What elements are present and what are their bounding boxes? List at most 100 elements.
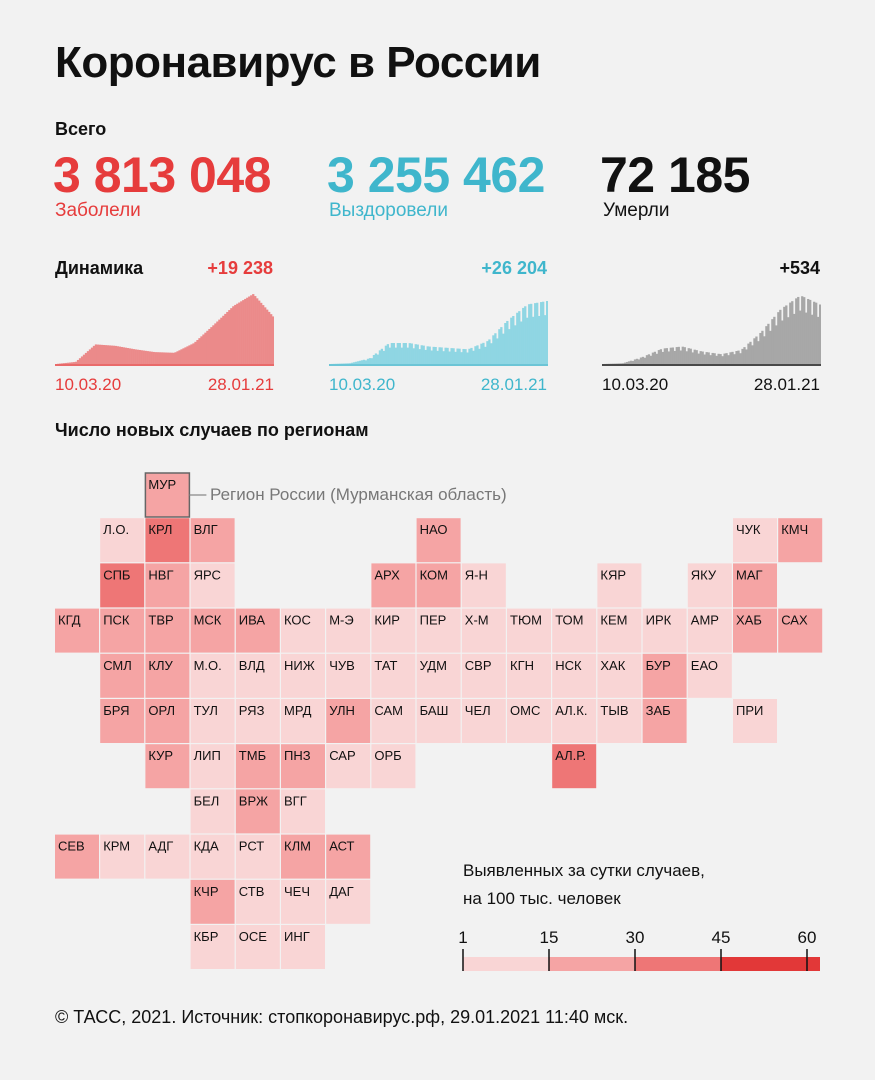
died-spark-bar	[677, 346, 680, 364]
region-tile	[281, 879, 325, 924]
died-spark-bar	[621, 363, 625, 364]
region-code-label: ХАБ	[736, 613, 762, 628]
region-tile	[371, 563, 416, 608]
died-spark-bar	[655, 353, 659, 364]
infected-spark-bar	[180, 349, 183, 364]
region-tile	[190, 518, 235, 563]
recovered-spark-bar	[416, 344, 419, 364]
recovered-spark-bar	[394, 347, 397, 364]
region-code-label: СМЛ	[103, 658, 132, 673]
infected-spark-bar	[192, 343, 195, 364]
infected-spark-bar	[82, 354, 86, 364]
region-tile	[281, 699, 325, 743]
infected-spark-bar	[234, 304, 237, 364]
infected-spark-bar	[224, 313, 227, 364]
infected-label: Заболели	[55, 200, 141, 221]
infected-spark-bar	[176, 351, 179, 364]
legend-tick-label: 1	[458, 928, 467, 947]
region-tile	[281, 608, 325, 653]
region-tile	[687, 608, 732, 653]
infected-spark-bar	[122, 347, 125, 364]
region-tile	[326, 653, 371, 698]
died-spark-bar	[799, 310, 802, 364]
infected-spark-bar	[120, 346, 123, 364]
region-tile	[235, 925, 280, 969]
region-tile	[326, 744, 371, 789]
died-spark-bar	[727, 355, 730, 364]
recovered-spark-bar	[508, 329, 511, 364]
recovered-spark-bar	[388, 347, 392, 364]
died-spark-bar	[761, 330, 764, 364]
recovered-spark-bar	[476, 345, 479, 364]
region-code-label: ЧУВ	[329, 658, 355, 673]
region-tile	[461, 608, 506, 653]
died-spark-bar	[771, 319, 774, 364]
infected-spark-bar	[88, 349, 92, 364]
infected-spark-bar	[206, 330, 209, 364]
region-tile	[687, 563, 732, 608]
died-spark-bar	[757, 341, 760, 364]
region-code-label: ЧУК	[736, 522, 761, 537]
region-code-label: РСТ	[239, 839, 264, 854]
region-code-label: УЛН	[329, 703, 355, 718]
recovered-spark-bar	[506, 320, 509, 364]
region-code-label: НВГ	[148, 567, 173, 582]
region-tile	[552, 608, 597, 653]
infected-spark-bar	[250, 295, 253, 364]
region-code-label: МСК	[194, 613, 222, 628]
region-code-label: КМЧ	[781, 522, 808, 537]
recovered-spark-bar	[356, 361, 360, 364]
died-spark-bar	[769, 330, 772, 364]
region-tile	[145, 699, 190, 743]
region-code-label: ТОМ	[555, 613, 583, 628]
recovered-spark-bar	[368, 358, 372, 364]
infected-spark-bar	[260, 302, 263, 364]
infected-spark-bar	[144, 350, 147, 364]
died-spark-bar	[711, 352, 714, 364]
recovered-spark-bar	[384, 345, 388, 364]
died-spark-bar	[701, 351, 704, 364]
recovered-spark-bar	[470, 347, 473, 364]
region-code-label: МАГ	[736, 567, 763, 582]
region-tile	[778, 608, 823, 653]
region-code-label: ЧЕЧ	[284, 884, 310, 899]
died-spark-bar	[775, 325, 778, 364]
infected-spark-bar	[138, 349, 141, 364]
died-spark-bar	[789, 302, 792, 364]
died-spark-bar	[709, 355, 712, 364]
region-code-label: АРХ	[374, 567, 400, 582]
died-spark-bar	[735, 351, 738, 364]
recovered-spark-bar	[474, 346, 477, 364]
region-tile	[642, 608, 687, 653]
recovered-spark-bar	[512, 316, 515, 364]
infected-spark-bar	[64, 362, 68, 364]
region-tile	[416, 518, 461, 563]
region-code-label: АМР	[691, 613, 719, 628]
died-spark-bar	[707, 352, 710, 364]
region-code-label: НСК	[555, 658, 582, 673]
recovered-spark-bar	[464, 349, 467, 364]
died-spark-bar	[751, 345, 754, 364]
died-spark-bar	[723, 353, 726, 364]
region-tile	[235, 789, 280, 834]
died-spark-bar	[737, 350, 740, 364]
died-spark-bar	[699, 351, 702, 364]
recovered-spark-bar	[372, 355, 376, 364]
died-spark-bar	[665, 348, 668, 364]
region-tile	[552, 699, 597, 743]
legend-title-line2: на 100 тыс. человек	[463, 889, 621, 908]
recovered-spark-bar	[504, 323, 507, 364]
recovered-spark-bar	[370, 358, 374, 364]
recovered-spark-bar	[360, 360, 364, 364]
infected-spark-bar	[152, 351, 155, 364]
died-spark-bar	[725, 353, 728, 364]
recovered-spark-bar	[460, 352, 463, 364]
totals-label: Всего	[55, 119, 107, 139]
recovered-spark-bar	[514, 325, 517, 364]
region-code-label: АСТ	[329, 839, 354, 854]
recovered-spark-bar	[424, 349, 427, 364]
region-code-label: ТМБ	[239, 748, 266, 763]
region-tile	[190, 925, 235, 969]
died-spark-bar	[741, 348, 744, 364]
died-spark-bar	[687, 348, 690, 364]
